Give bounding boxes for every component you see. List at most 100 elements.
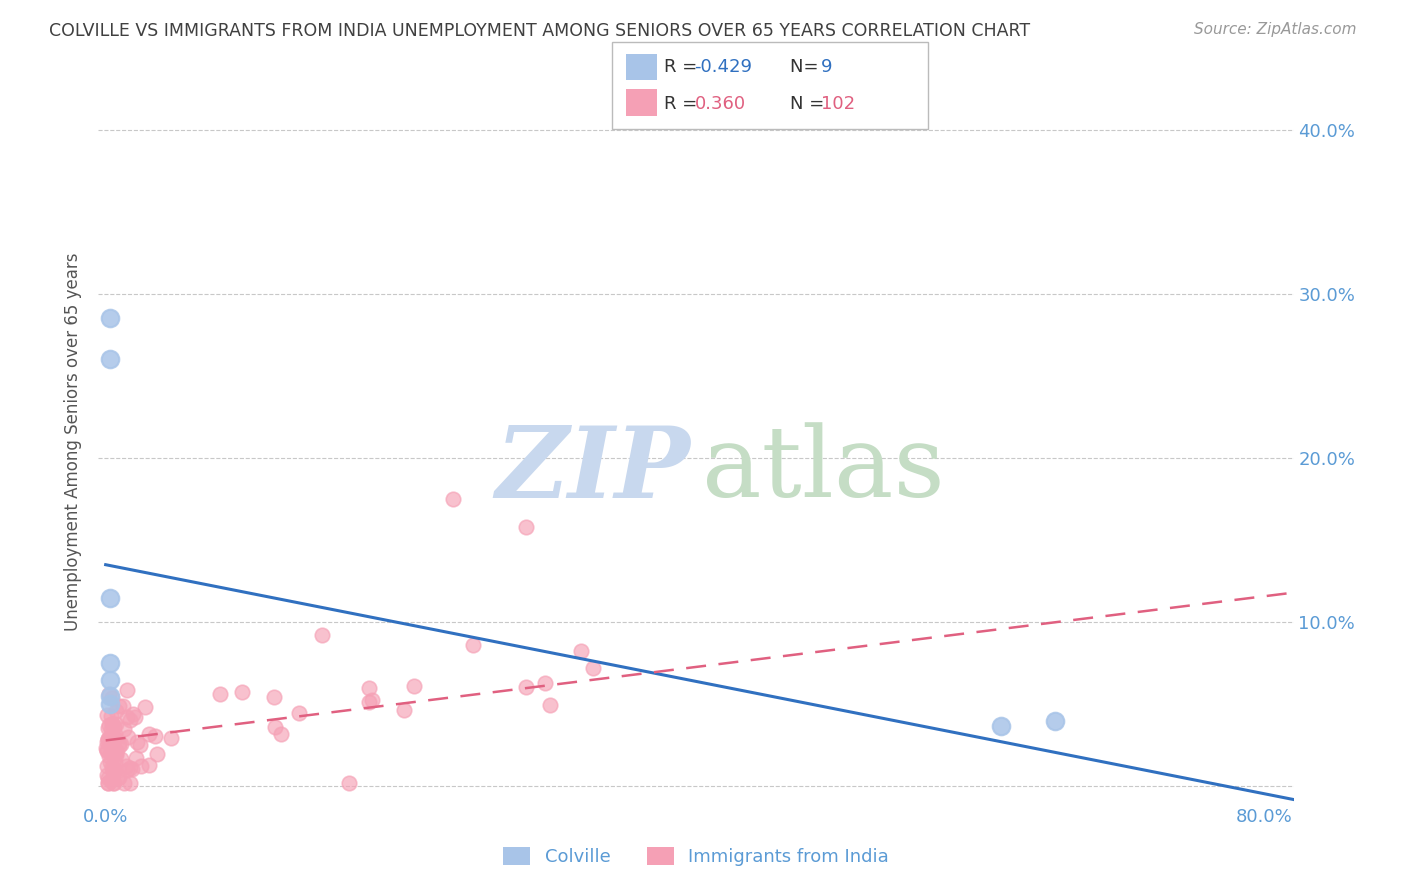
Point xyxy=(515,520,537,534)
Point xyxy=(108,770,131,784)
Point xyxy=(100,755,122,769)
Point xyxy=(100,708,122,723)
Point xyxy=(100,732,122,747)
Point xyxy=(101,746,124,760)
Point xyxy=(98,673,121,687)
Point xyxy=(96,735,118,749)
Point xyxy=(112,776,135,790)
Point xyxy=(287,706,309,720)
Point xyxy=(337,776,360,790)
Point xyxy=(98,689,121,703)
Point xyxy=(128,738,150,752)
Point xyxy=(107,771,129,785)
Point xyxy=(231,685,253,699)
Point xyxy=(97,776,120,790)
Point xyxy=(264,720,287,734)
Point xyxy=(115,682,138,697)
Point xyxy=(118,776,141,790)
Point xyxy=(103,719,125,733)
Point xyxy=(571,644,593,658)
Point xyxy=(96,744,118,758)
Text: 0.360: 0.360 xyxy=(695,95,745,113)
Point xyxy=(534,675,557,690)
Point xyxy=(101,717,124,731)
Text: atlas: atlas xyxy=(702,423,945,518)
Point xyxy=(118,761,141,775)
Point xyxy=(97,721,120,735)
Point xyxy=(103,776,125,790)
Text: R =: R = xyxy=(664,58,703,76)
Point xyxy=(101,731,124,746)
Point xyxy=(104,731,127,745)
Point xyxy=(104,756,127,770)
Point xyxy=(110,751,132,765)
Point xyxy=(101,729,124,743)
Point xyxy=(108,736,131,750)
Point xyxy=(160,731,183,746)
Text: ZIP: ZIP xyxy=(495,422,690,518)
Point xyxy=(138,727,160,741)
Point xyxy=(110,737,132,751)
Point xyxy=(361,693,384,707)
Point xyxy=(121,762,143,776)
Point xyxy=(112,722,135,736)
Point xyxy=(97,731,120,746)
Text: N=: N= xyxy=(790,58,824,76)
Point xyxy=(117,763,139,777)
Point xyxy=(114,759,136,773)
Point xyxy=(98,352,121,367)
Point xyxy=(441,491,464,506)
Point xyxy=(96,741,118,756)
Point xyxy=(98,657,121,671)
Point xyxy=(311,628,333,642)
Y-axis label: Unemployment Among Seniors over 65 years: Unemployment Among Seniors over 65 years xyxy=(65,252,83,631)
Text: COLVILLE VS IMMIGRANTS FROM INDIA UNEMPLOYMENT AMONG SENIORS OVER 65 YEARS CORRE: COLVILLE VS IMMIGRANTS FROM INDIA UNEMPL… xyxy=(49,22,1031,40)
Point xyxy=(404,679,426,693)
Point xyxy=(96,759,118,773)
Point xyxy=(1043,714,1066,728)
Point xyxy=(117,730,139,744)
Point xyxy=(96,768,118,782)
Point xyxy=(97,731,120,746)
Point xyxy=(100,723,122,738)
Point xyxy=(98,591,121,605)
Point xyxy=(270,727,292,741)
Point xyxy=(97,771,120,785)
Point xyxy=(101,760,124,774)
Point xyxy=(104,744,127,758)
Point xyxy=(100,690,122,705)
Point xyxy=(108,699,131,714)
Text: -0.429: -0.429 xyxy=(695,58,752,76)
Point xyxy=(103,776,125,790)
Point xyxy=(118,713,141,727)
Point xyxy=(98,311,121,326)
Point xyxy=(100,742,122,756)
Point xyxy=(115,710,138,724)
Point xyxy=(134,699,156,714)
Point xyxy=(357,695,380,709)
Point xyxy=(121,707,143,722)
Point xyxy=(124,710,146,724)
Point xyxy=(108,739,131,754)
Text: Source: ZipAtlas.com: Source: ZipAtlas.com xyxy=(1194,22,1357,37)
Point xyxy=(125,751,148,765)
Point xyxy=(146,747,169,761)
Point xyxy=(143,729,166,743)
Point xyxy=(105,747,128,762)
Text: R =: R = xyxy=(664,95,709,113)
Legend: Colville, Immigrants from India: Colville, Immigrants from India xyxy=(496,839,896,873)
Point xyxy=(100,717,122,731)
Point xyxy=(392,703,415,717)
Point xyxy=(138,758,160,772)
Point xyxy=(127,734,149,748)
Text: N =: N = xyxy=(790,95,830,113)
Point xyxy=(209,687,232,701)
Point xyxy=(98,698,121,712)
Point xyxy=(100,772,122,787)
Point xyxy=(129,759,152,773)
Point xyxy=(515,680,537,694)
Point xyxy=(98,717,121,731)
Point xyxy=(97,687,120,701)
Point xyxy=(104,716,127,731)
Point xyxy=(263,690,285,705)
